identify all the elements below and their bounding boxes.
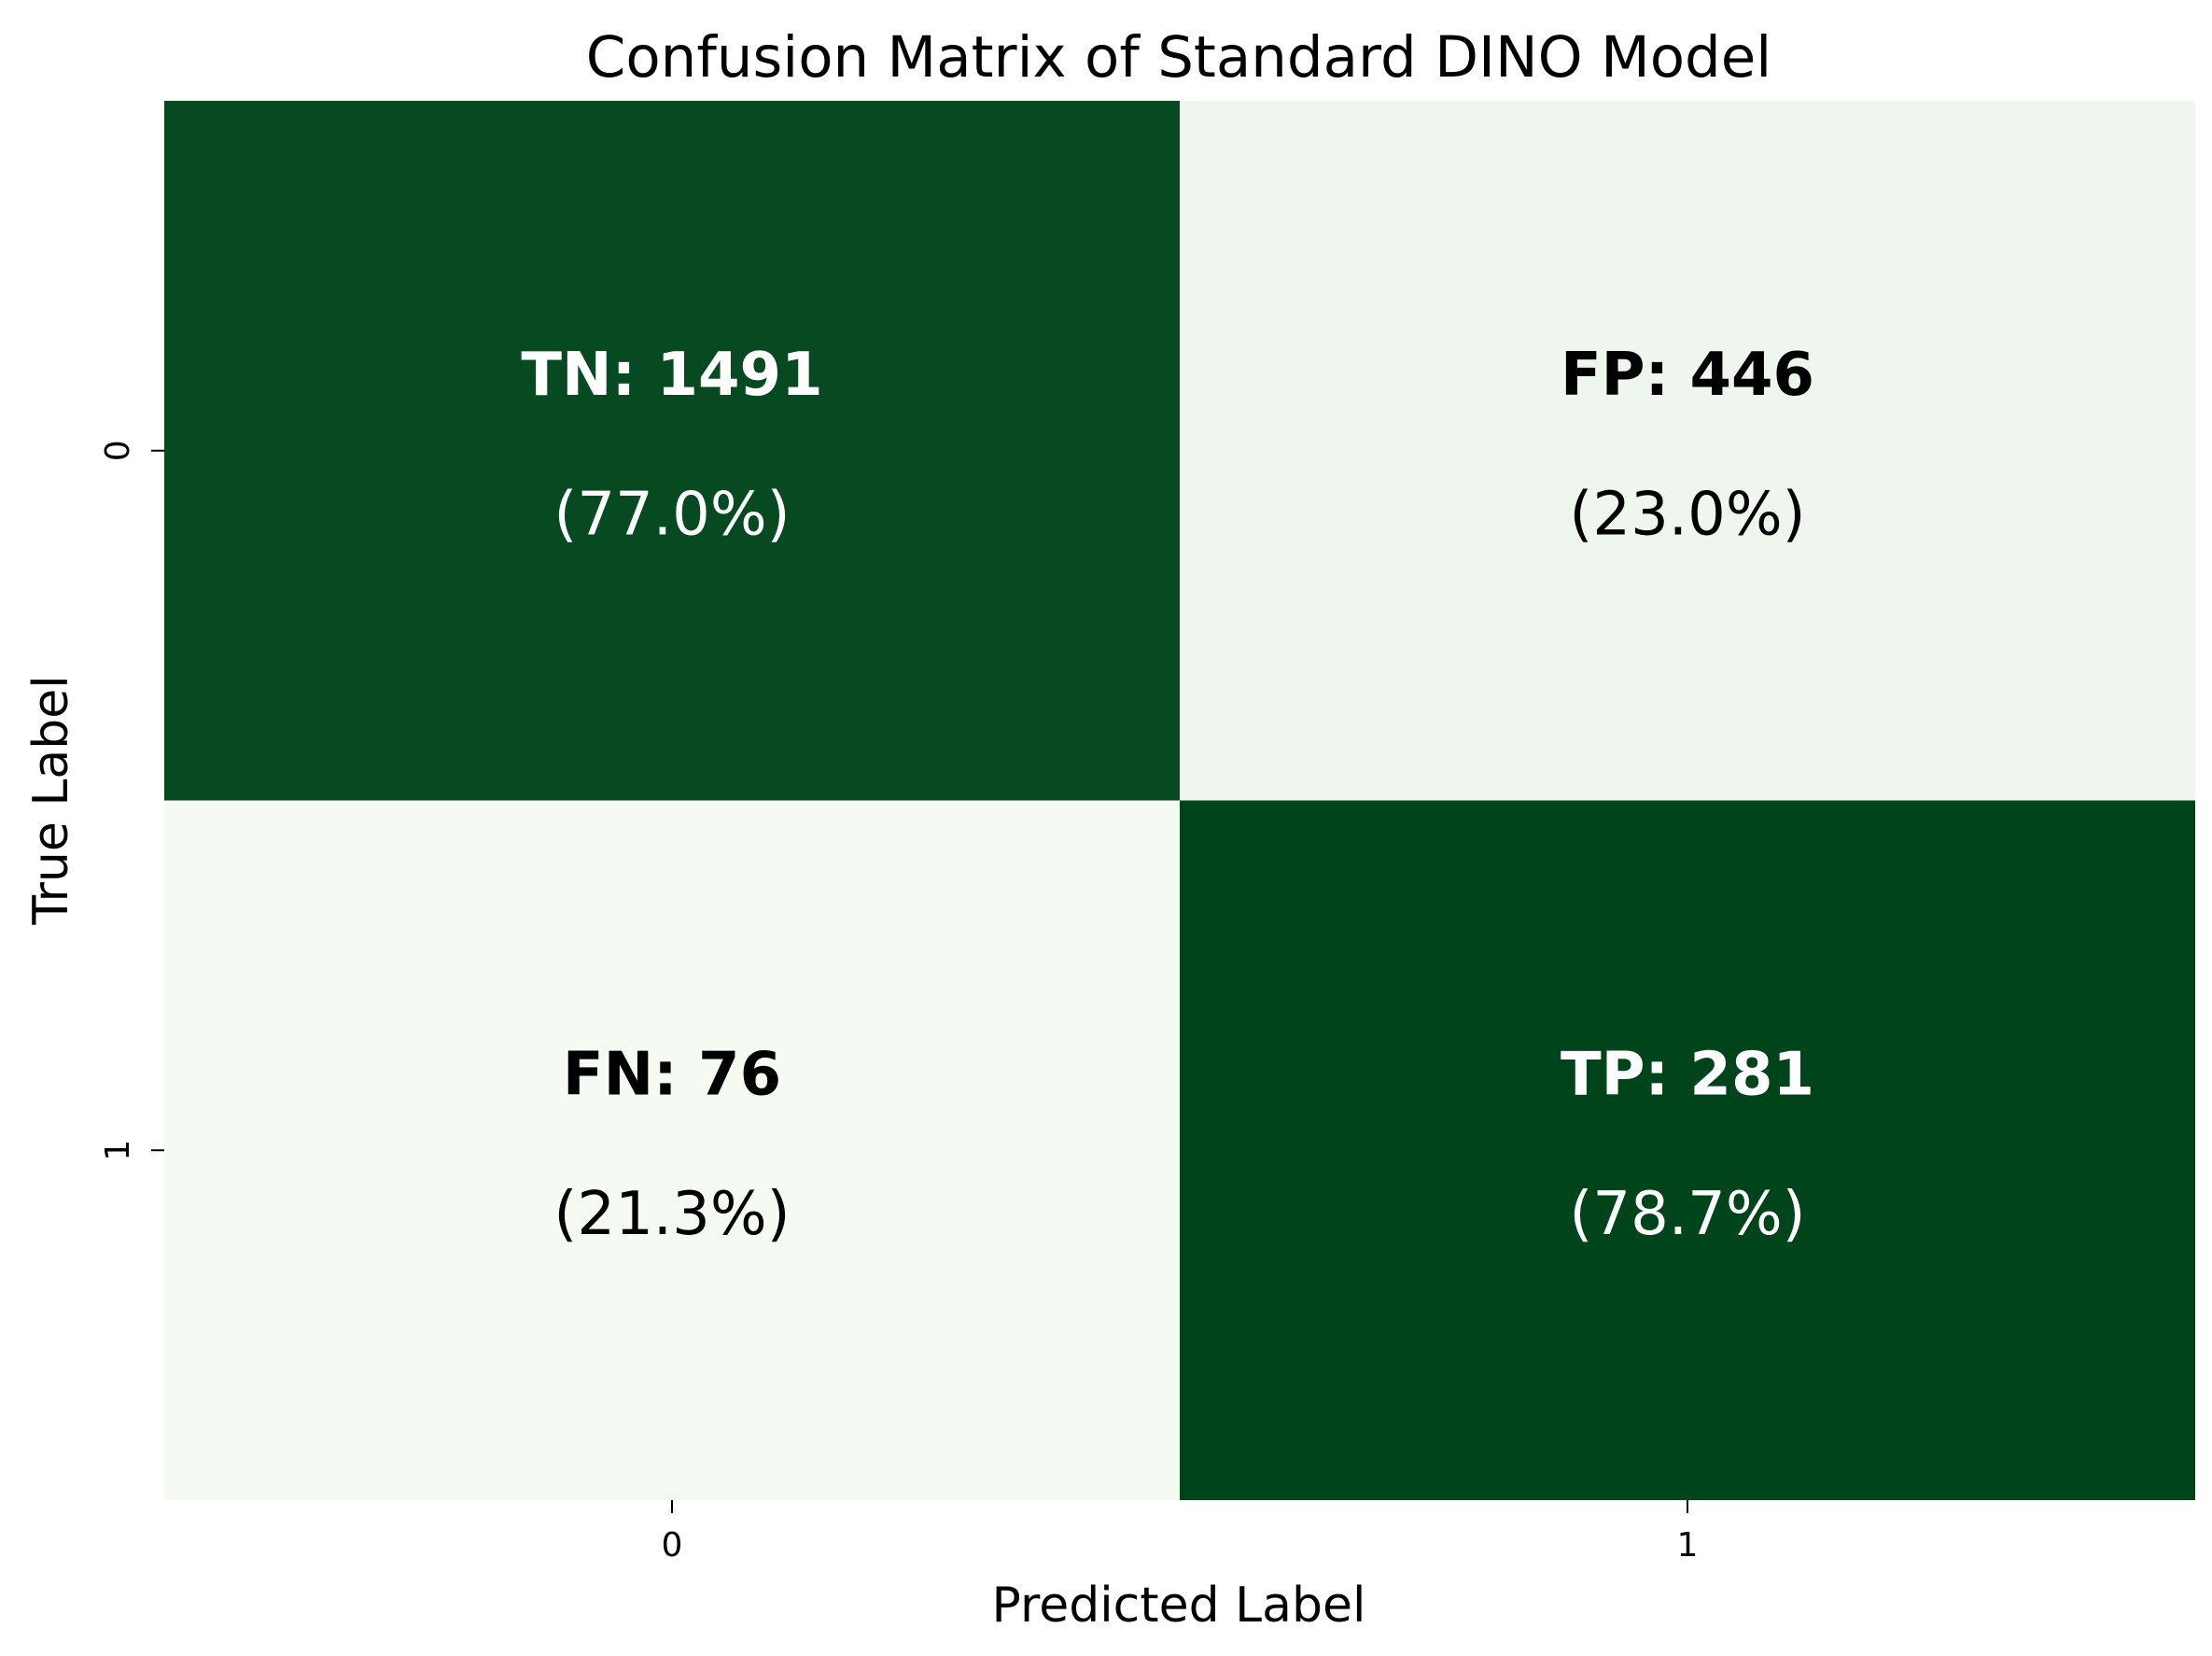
cell-percent-label-r0-c1: (23.0%) — [1569, 481, 1805, 550]
axis-ticks: 0 1 0 1 — [99, 440, 1698, 1565]
cell-percent-label-r1-c0: (21.3%) — [553, 1180, 790, 1249]
cell-count-label-r1-c0: FN: 76 — [563, 1040, 781, 1109]
heatmap-cell-r0-c0 — [164, 101, 1180, 801]
cell-count-label-r0-c1: FP: 446 — [1561, 341, 1814, 410]
y-axis-label: True Label — [23, 675, 79, 925]
heatmap-cell-labels: TN: 1491 (77.0%) FP: 446 (23.0%) FN: 76 (21.3… — [521, 341, 1814, 1249]
x-tick-label-1: 1 — [1677, 1526, 1699, 1565]
y-tick-label-1: 1 — [99, 1140, 137, 1161]
heatmap-cell-r1-c1 — [1180, 800, 2195, 1500]
heatmap-cell-r0-c1 — [1180, 101, 2195, 801]
heatmap-cell-r1-c0 — [164, 800, 1180, 1500]
cell-percent-label-r1-c1: (78.7%) — [1569, 1180, 1805, 1249]
y-tick-label-0: 0 — [99, 440, 137, 461]
x-tick-label-0: 0 — [662, 1526, 683, 1565]
cell-percent-label-r0-c0: (77.0%) — [553, 481, 790, 550]
heatmap-cells — [164, 101, 2195, 1500]
cell-count-label-r1-c1: TP: 281 — [1561, 1040, 1814, 1109]
cell-count-label-r0-c0: TN: 1491 — [521, 341, 822, 410]
chart-title: Confusion Matrix of Standard DINO Model — [586, 24, 1772, 91]
x-axis-label: Predicted Label — [992, 1578, 1366, 1634]
